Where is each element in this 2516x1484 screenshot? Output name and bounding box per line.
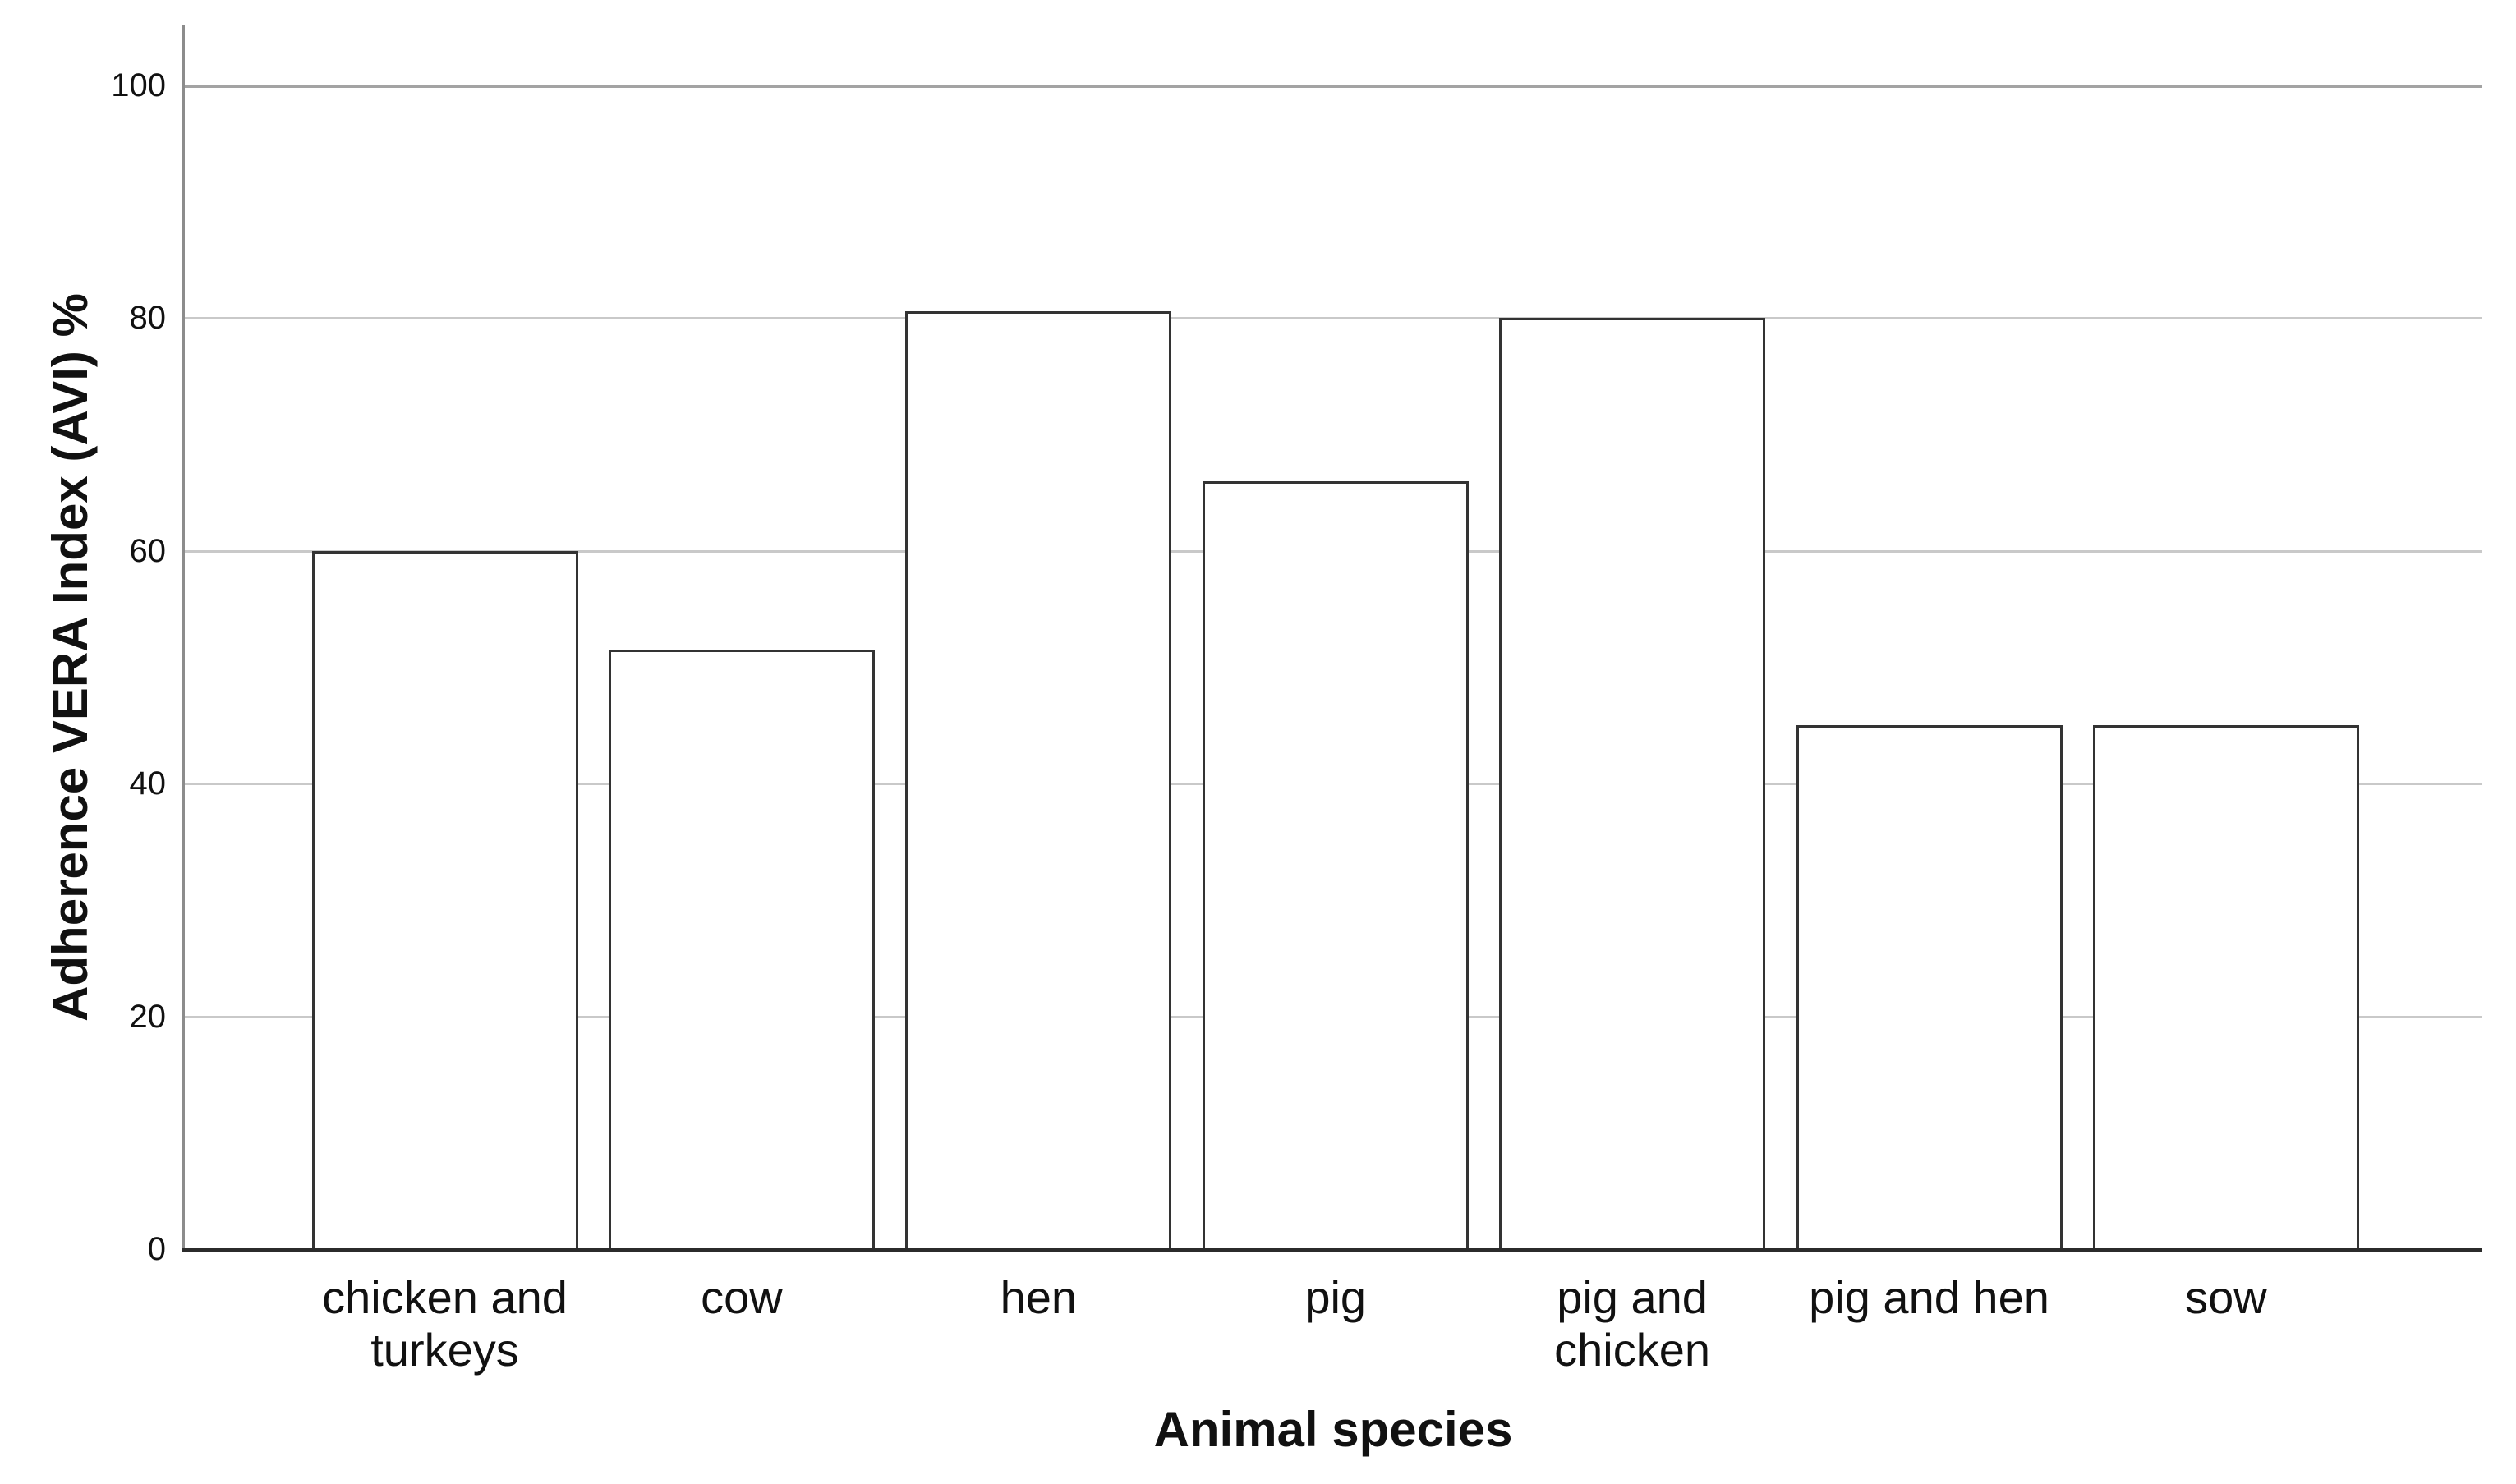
y-axis-line bbox=[182, 25, 185, 1251]
bar-chicken-and-turkeys bbox=[311, 550, 578, 1252]
bar-cow bbox=[608, 650, 875, 1252]
x-tick-label-cow: cow bbox=[701, 1271, 783, 1323]
bar-pig-and-chicken bbox=[1499, 318, 1766, 1252]
x-tick-label-hen: hen bbox=[1000, 1271, 1078, 1323]
y-tick-label-80: 80 bbox=[129, 300, 167, 337]
gridline-100 bbox=[182, 85, 2482, 88]
y-tick-label-40: 40 bbox=[129, 765, 167, 802]
y-tick-label-60: 60 bbox=[129, 532, 167, 569]
bar-sow bbox=[2092, 725, 2359, 1252]
y-tick-label-100: 100 bbox=[111, 67, 166, 103]
x-axis-title: Animal species bbox=[1153, 1402, 1513, 1457]
bar-hen bbox=[905, 310, 1172, 1252]
x-tick-label-pig-and-hen: pig and hen bbox=[1809, 1271, 2049, 1323]
x-tick-label-pig: pig bbox=[1304, 1271, 1367, 1323]
x-tick-label-chicken-and-turkeys: chicken and turkeys bbox=[322, 1271, 568, 1376]
y-tick-label-20: 20 bbox=[129, 998, 167, 1035]
x-axis-line bbox=[182, 1248, 2482, 1252]
x-tick-label-sow: sow bbox=[2185, 1271, 2267, 1323]
x-tick-label-pig-and-chicken: pig and chicken bbox=[1554, 1271, 1711, 1376]
y-tick-label-0: 0 bbox=[147, 1231, 166, 1267]
gridline-80 bbox=[182, 317, 2482, 320]
y-axis-title: Adherence VERA Index (AVI) % bbox=[8, 263, 131, 1051]
bar-pig-and-hen bbox=[1796, 725, 2063, 1252]
bar-pig bbox=[1202, 480, 1469, 1252]
y-axis-title-text: Adherence VERA Index (AVI) % bbox=[42, 292, 98, 1022]
